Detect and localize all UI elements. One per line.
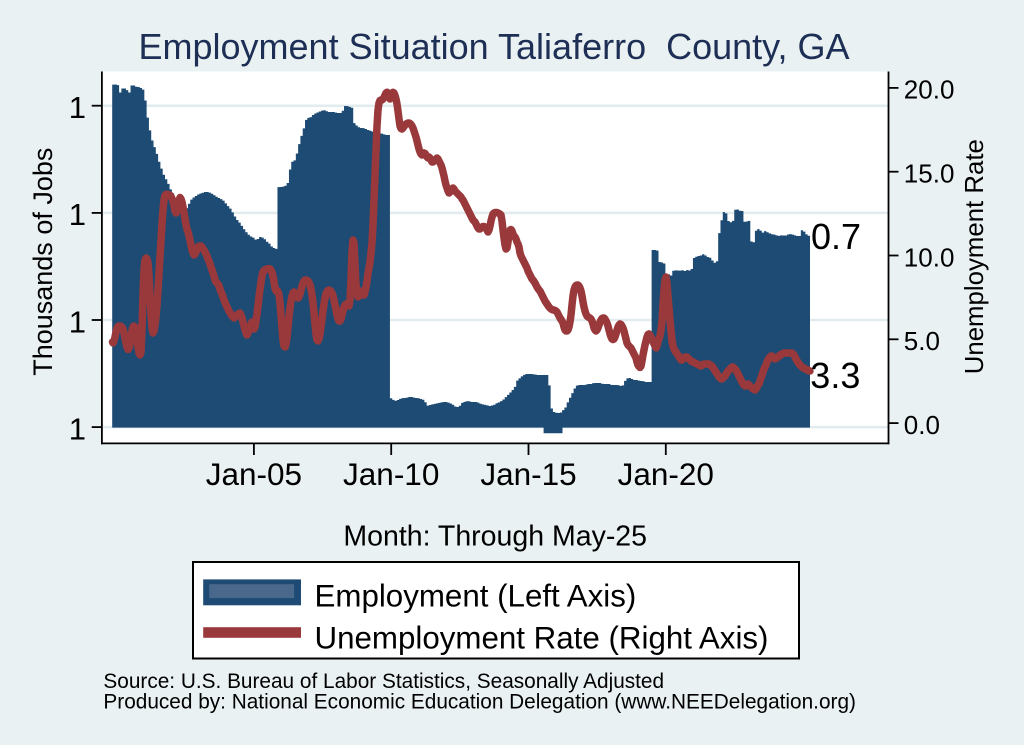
- svg-text:Thousands of Jobs: Thousands of Jobs: [28, 148, 58, 376]
- svg-text:Month: Through May-25: Month: Through May-25: [343, 521, 647, 553]
- svg-text:Jan-05: Jan-05: [206, 456, 302, 492]
- svg-text:15.0: 15.0: [904, 159, 955, 189]
- svg-text:10.0: 10.0: [904, 242, 955, 272]
- svg-text:0.0: 0.0: [904, 410, 940, 440]
- svg-text:1: 1: [69, 197, 86, 232]
- svg-text:20.0: 20.0: [904, 75, 955, 105]
- svg-text:Produced by: National Economic: Produced by: National Economic Education…: [103, 690, 856, 713]
- svg-text:Jan-10: Jan-10: [343, 456, 439, 492]
- svg-text:1: 1: [69, 411, 86, 446]
- svg-text:Source: U.S. Bureau of Labor S: Source: U.S. Bureau of Labor Statistics,…: [103, 670, 664, 693]
- svg-text:Unemployment Rate: Unemployment Rate: [961, 139, 989, 374]
- svg-text:1: 1: [69, 90, 86, 125]
- svg-text:5.0: 5.0: [904, 326, 940, 356]
- svg-text:Unemployment Rate (Right Axis): Unemployment Rate (Right Axis): [315, 620, 769, 655]
- svg-text:Employment Situation Taliaferr: Employment Situation Taliaferro County, …: [139, 26, 850, 67]
- svg-text:0.7: 0.7: [811, 216, 861, 257]
- svg-text:3.3: 3.3: [810, 355, 860, 396]
- svg-text:Jan-20: Jan-20: [618, 456, 714, 492]
- svg-text:Employment (Left Axis): Employment (Left Axis): [315, 578, 637, 613]
- svg-text:1: 1: [69, 304, 86, 339]
- svg-text:Jan-15: Jan-15: [480, 456, 576, 492]
